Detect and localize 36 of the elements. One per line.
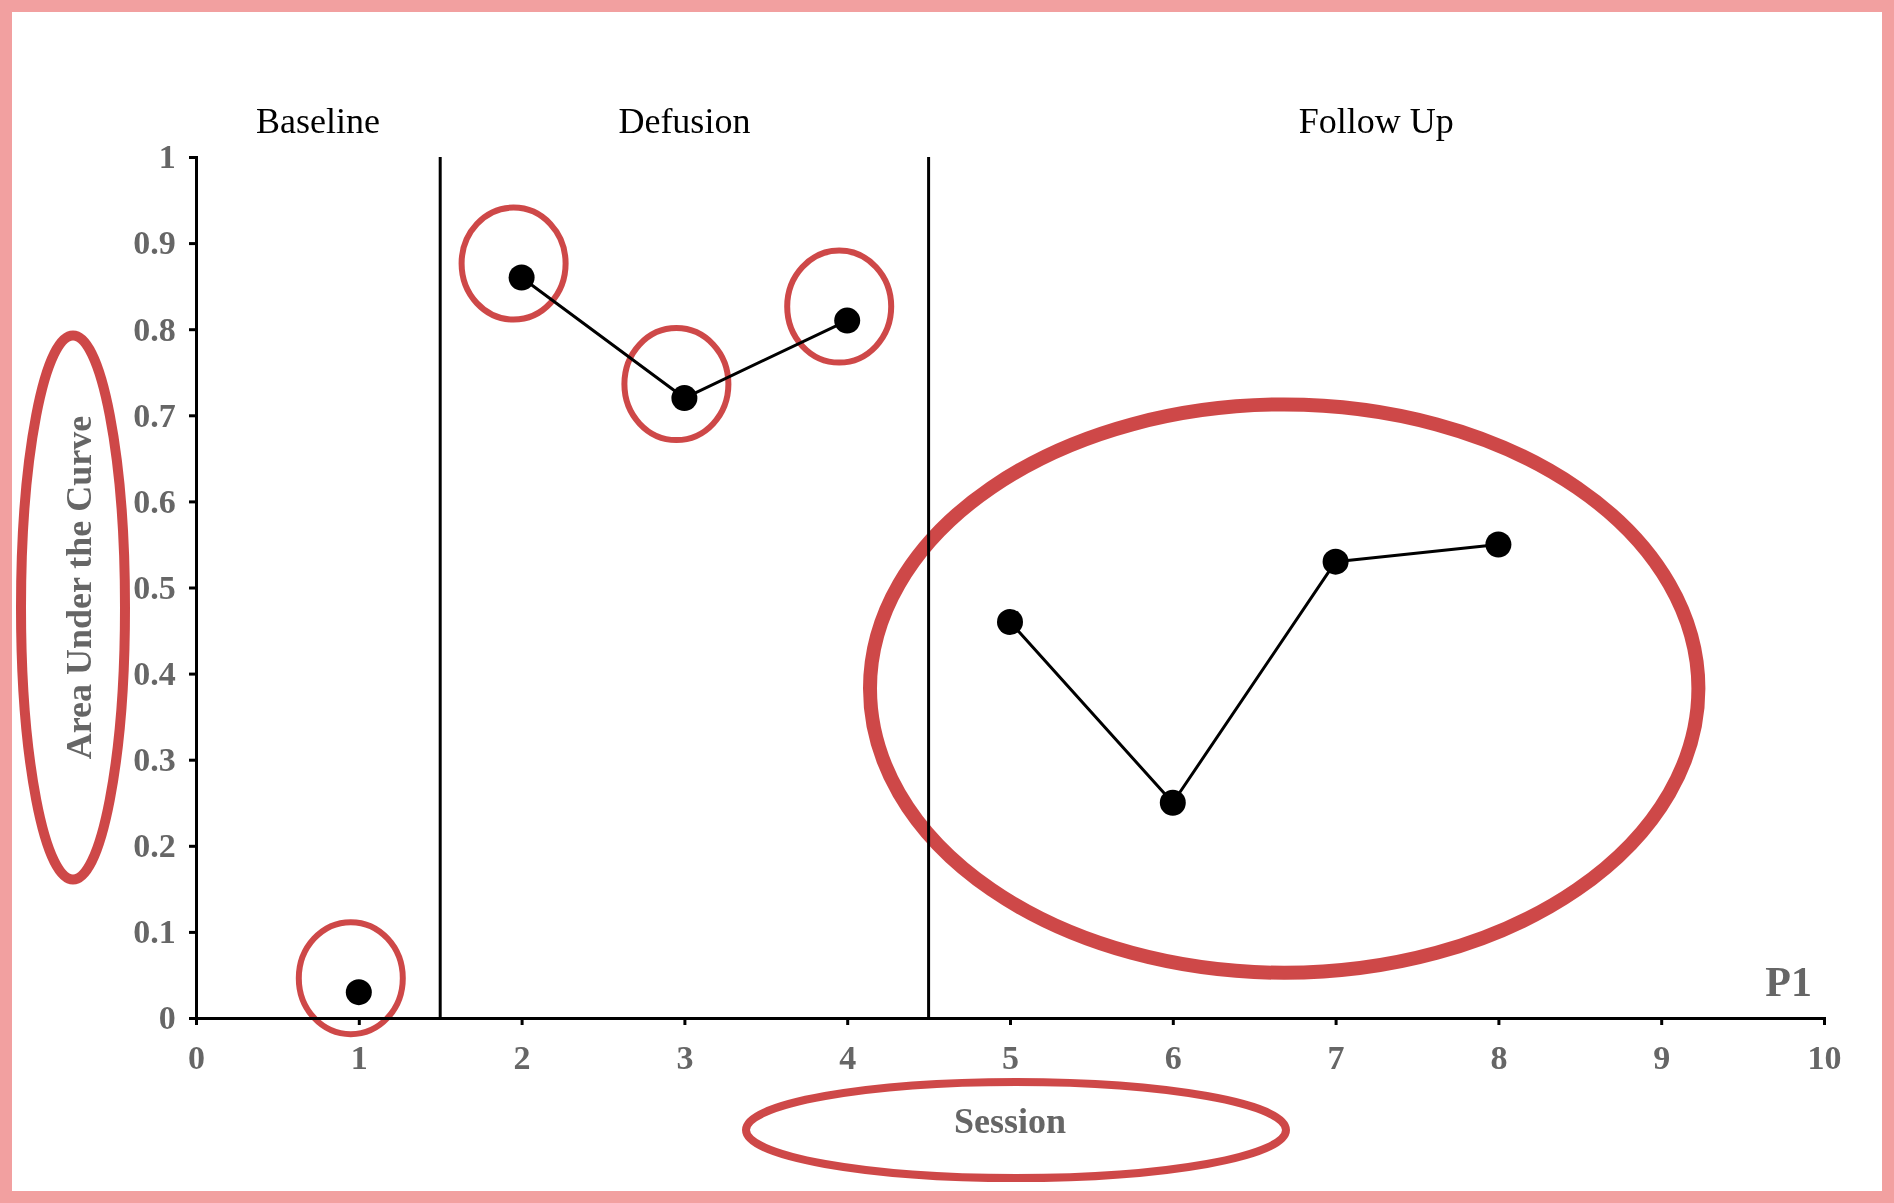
y-tick-label: 0.3 [133,741,176,779]
x-axis-title: Session [953,1101,1067,1141]
point [1159,789,1186,816]
y-tick-label: 0 [158,999,176,1037]
y-tick-label: 0.9 [133,224,176,262]
x-tick-label: 10 [1807,1038,1842,1076]
point [345,979,372,1006]
y-tick-label: 0.6 [133,482,176,520]
y-tick-label: 0.7 [133,396,176,434]
x-tick-label: 9 [1653,1038,1671,1076]
text: Defusion [618,101,751,141]
x-tick-label: 6 [1164,1038,1182,1076]
x-tick-label: 1 [350,1038,368,1076]
point [671,385,698,412]
point [508,264,535,291]
y-tick-label: 0.5 [133,568,176,606]
x-tick-label: 7 [1327,1038,1345,1076]
y-tick-label: 0.1 [133,913,176,951]
y-tick-label: 0.2 [133,827,176,865]
x-tick-label: 2 [513,1038,531,1076]
text: Baseline [256,101,381,141]
y-axis-title: Area Under the Curve [59,415,99,760]
y-tick-label: 0.4 [133,654,176,692]
x-tick-label: 4 [839,1038,857,1076]
y-tick-label: 1 [158,138,176,176]
annotation: P1 [1765,959,1812,1005]
x-tick-label: 8 [1490,1038,1508,1076]
x-tick-label: 5 [1002,1038,1019,1076]
point [1485,531,1512,558]
point [1322,548,1349,575]
x-tick-label: 3 [676,1038,694,1076]
x-tick-label: 0 [188,1038,205,1076]
text: Follow Up [1298,101,1454,141]
point [834,307,861,334]
point [997,608,1023,635]
y-tick-label: 0.8 [133,310,176,348]
